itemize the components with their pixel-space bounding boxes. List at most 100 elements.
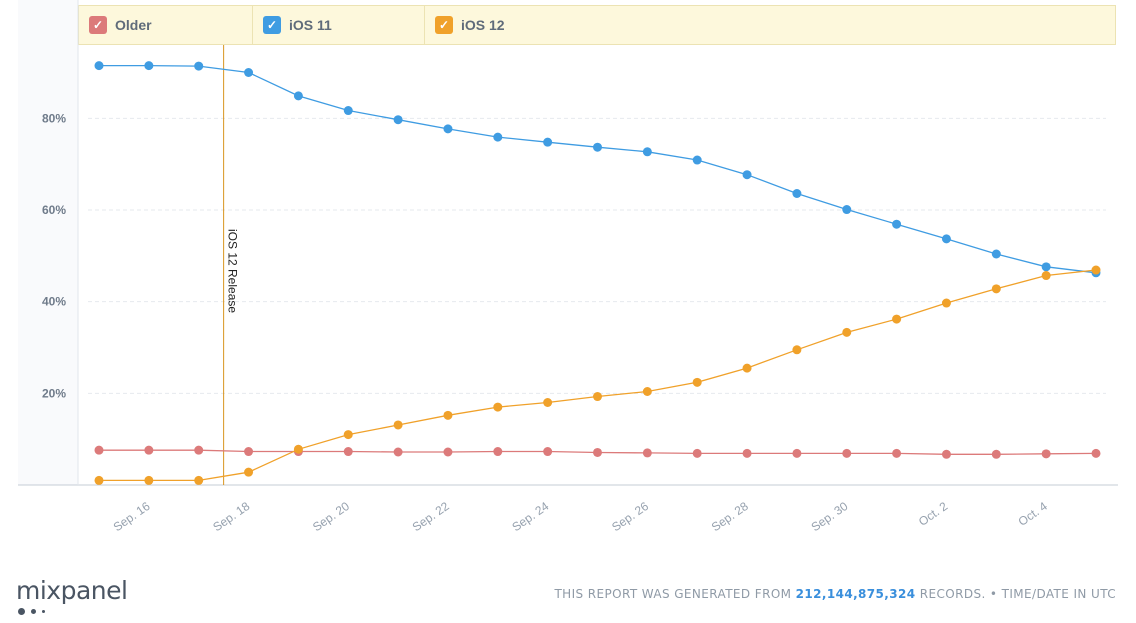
data-point[interactable] xyxy=(892,219,902,229)
data-point[interactable] xyxy=(941,298,951,308)
data-point[interactable] xyxy=(393,447,403,457)
data-point[interactable] xyxy=(593,447,602,457)
data-point[interactable] xyxy=(244,447,254,457)
checkbox-checked-icon[interactable]: ✓ xyxy=(263,16,281,34)
x-tick-label: Sep. 18 xyxy=(210,499,252,534)
data-point[interactable] xyxy=(742,170,752,180)
report-footer: THIS REPORT WAS GENERATED FROM 212,144,8… xyxy=(554,587,1116,601)
data-point[interactable] xyxy=(941,449,951,459)
series-group xyxy=(94,61,1101,485)
axes xyxy=(18,0,1118,486)
data-point[interactable] xyxy=(144,61,154,71)
data-point[interactable] xyxy=(991,449,1001,459)
series-older[interactable] xyxy=(94,445,1101,459)
data-point[interactable] xyxy=(1041,449,1051,459)
data-point[interactable] xyxy=(842,205,852,215)
data-point[interactable] xyxy=(892,448,902,458)
release-annotation-label: iOS 12 Release xyxy=(226,229,240,313)
checkbox-checked-icon[interactable]: ✓ xyxy=(89,16,107,34)
data-point[interactable] xyxy=(144,475,154,485)
data-point[interactable] xyxy=(493,447,503,457)
data-point[interactable] xyxy=(1041,271,1051,281)
y-tick-label: 40% xyxy=(42,295,66,309)
x-tick-label: Sep. 20 xyxy=(310,499,352,534)
data-point[interactable] xyxy=(244,467,254,477)
data-point[interactable] xyxy=(842,448,852,458)
data-point[interactable] xyxy=(543,137,553,147)
x-tick-label: Oct. 4 xyxy=(1016,499,1051,529)
legend-item-ios11[interactable]: ✓ iOS 11 xyxy=(253,6,425,44)
data-point[interactable] xyxy=(792,189,802,198)
y-tick-label: 60% xyxy=(42,203,66,217)
data-point[interactable] xyxy=(94,61,104,71)
legend-item-older[interactable]: ✓ Older xyxy=(79,6,253,44)
data-point[interactable] xyxy=(293,91,303,101)
legend-label-ios11: iOS 11 xyxy=(289,17,332,33)
data-point[interactable] xyxy=(343,430,353,440)
logo-dots-icon xyxy=(18,608,51,615)
data-point[interactable] xyxy=(692,155,702,165)
data-point[interactable] xyxy=(642,448,652,458)
x-tick-label: Oct. 2 xyxy=(916,499,951,529)
data-point[interactable] xyxy=(842,327,852,337)
legend-item-ios12[interactable]: ✓ iOS 12 xyxy=(425,6,1115,44)
data-point[interactable] xyxy=(1091,448,1101,458)
data-point[interactable] xyxy=(792,448,802,458)
data-point[interactable] xyxy=(194,445,204,455)
grid-lines xyxy=(88,117,1106,394)
data-point[interactable] xyxy=(892,314,902,324)
series-ios-12[interactable] xyxy=(94,265,1101,485)
data-point[interactable] xyxy=(543,447,553,457)
data-point[interactable] xyxy=(343,106,353,116)
data-point[interactable] xyxy=(692,448,702,458)
data-point[interactable] xyxy=(1041,262,1051,272)
data-point[interactable] xyxy=(941,234,951,244)
line-chart: 20% 40% 60% 80% Sep. 16 Sep. 18 Sep. 20 Sep. 2… xyxy=(18,0,1118,534)
data-point[interactable] xyxy=(194,61,204,71)
data-point[interactable] xyxy=(1091,265,1101,275)
data-point[interactable] xyxy=(493,132,503,142)
x-tick-label: Sep. 24 xyxy=(509,499,551,534)
data-point[interactable] xyxy=(493,402,503,412)
data-point[interactable] xyxy=(293,444,303,454)
data-point[interactable] xyxy=(692,377,702,387)
x-axis-tick-labels: Sep. 16 Sep. 18 Sep. 20 Sep. 22 Sep. 24 Sep. … xyxy=(111,499,1050,534)
release-annotation: iOS 12 Release xyxy=(223,45,240,485)
x-tick-label: Sep. 28 xyxy=(709,499,751,534)
data-point[interactable] xyxy=(393,420,403,430)
data-point[interactable] xyxy=(642,387,652,396)
legend: ✓ Older ✓ iOS 11 ✓ iOS 12 xyxy=(78,5,1116,45)
footer-prefix: THIS REPORT WAS GENERATED FROM xyxy=(554,587,792,601)
x-tick-label: Sep. 16 xyxy=(111,499,153,534)
data-point[interactable] xyxy=(343,447,353,457)
data-point[interactable] xyxy=(991,249,1001,259)
legend-label-ios12: iOS 12 xyxy=(461,17,505,33)
data-point[interactable] xyxy=(244,68,254,77)
footer-suffix: RECORDS. • TIME/DATE IN UTC xyxy=(919,587,1116,601)
x-tick-label: Sep. 22 xyxy=(410,499,452,534)
data-point[interactable] xyxy=(194,475,204,485)
data-point[interactable] xyxy=(742,448,752,458)
y-axis-tick-labels: 20% 40% 60% 80% xyxy=(42,111,66,400)
data-point[interactable] xyxy=(742,363,752,373)
data-point[interactable] xyxy=(443,447,453,457)
data-point[interactable] xyxy=(94,475,104,485)
y-tick-label: 20% xyxy=(42,386,66,400)
data-point[interactable] xyxy=(393,115,403,125)
data-point[interactable] xyxy=(443,410,453,420)
legend-label-older: Older xyxy=(115,17,152,33)
data-point[interactable] xyxy=(144,445,154,455)
data-point[interactable] xyxy=(642,147,652,157)
data-point[interactable] xyxy=(792,345,802,355)
data-point[interactable] xyxy=(443,124,453,134)
data-point[interactable] xyxy=(543,398,553,407)
data-point[interactable] xyxy=(593,392,602,402)
data-point[interactable] xyxy=(94,445,104,455)
checkbox-checked-icon[interactable]: ✓ xyxy=(435,16,453,34)
data-point[interactable] xyxy=(593,142,602,152)
x-tick-label: Sep. 26 xyxy=(609,499,651,534)
y-axis-panel xyxy=(18,0,78,485)
record-count: 212,144,875,324 xyxy=(795,587,916,601)
data-point[interactable] xyxy=(991,284,1001,294)
series-ios-11[interactable] xyxy=(94,61,1101,278)
